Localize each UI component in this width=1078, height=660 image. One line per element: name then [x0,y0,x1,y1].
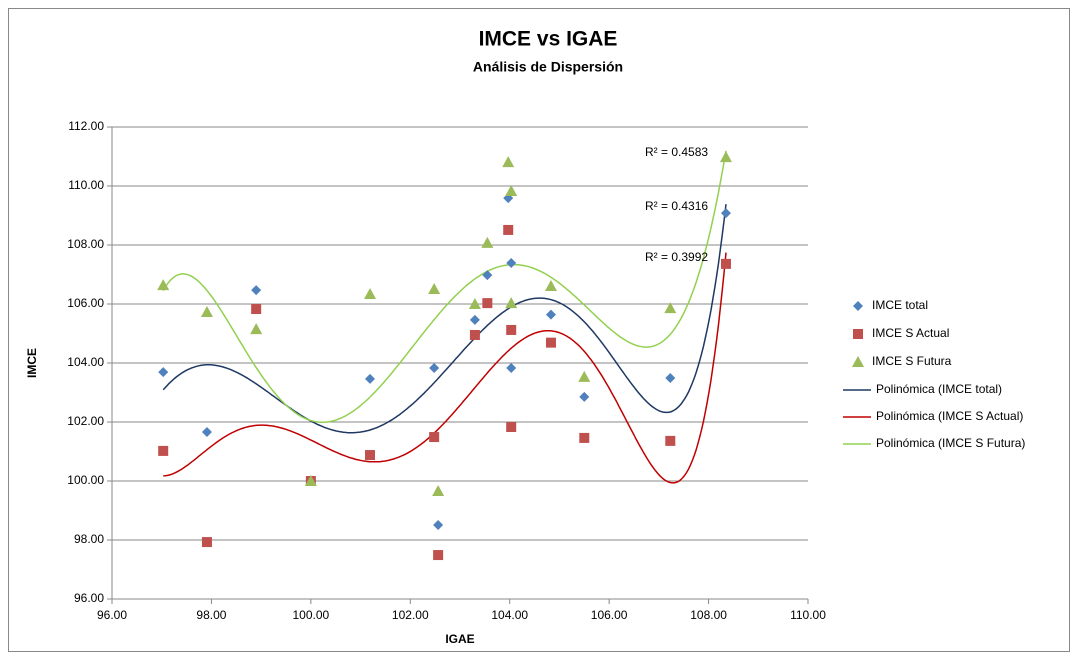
legend-marker [853,329,863,339]
r2-label: R² = 0.3992 [645,250,708,264]
point [720,258,731,269]
point [304,475,317,486]
x-tick-label: 100.00 [293,608,330,622]
point [506,363,517,374]
y-tick-label: 96.00 [74,591,104,605]
y-tick-label: 106.00 [67,296,104,310]
point [665,435,676,446]
point [506,324,517,335]
legend-label: IMCE S Actual [872,326,949,340]
legend-label: Polinómica (IMCE S Futura) [876,436,1025,450]
point [469,329,480,340]
point [250,323,263,335]
point [251,304,262,315]
point [251,285,262,296]
x-tick-label: 108.00 [690,608,727,622]
y-tick-label: 98.00 [74,532,104,546]
point [432,485,445,497]
point [545,337,556,348]
point [482,298,493,309]
point [578,370,591,382]
point [157,279,170,291]
point [429,432,440,443]
legend-label: IMCE total [872,298,928,312]
point [158,367,169,378]
point [201,537,212,548]
point [482,270,493,281]
point [665,373,676,384]
point [469,314,480,325]
y-tick-label: 102.00 [67,414,104,428]
trendline [162,204,727,434]
x-tick-label: 102.00 [392,608,429,622]
point [505,185,518,197]
point [468,298,481,309]
legend-label: Polinómica (IMCE total) [876,382,1002,396]
legend-label: IMCE S Futura [872,354,952,368]
legend-label: Polinómica (IMCE S Actual) [876,409,1023,423]
point [503,224,514,235]
point [506,257,517,268]
legend-marker [853,301,863,311]
point [719,151,732,163]
trendline [163,252,727,484]
r2-label: R² = 0.4583 [645,145,708,159]
y-tick-label: 100.00 [67,473,104,487]
point [544,280,557,292]
point [720,208,731,219]
y-tick-label: 104.00 [67,355,104,369]
x-axis-label: IGAE [445,632,474,646]
x-tick-label: 106.00 [591,608,628,622]
point [365,373,376,384]
point [200,305,213,317]
point [201,427,212,438]
y-tick-label: 108.00 [67,237,104,251]
x-tick-label: 98.00 [196,608,226,622]
x-tick-label: 96.00 [97,608,127,622]
point [579,432,590,443]
point [364,287,377,299]
point [502,156,515,168]
point [158,445,169,456]
chart-title: IMCE vs IGAE [479,28,618,51]
y-axis-label: IMCE [25,348,39,378]
y-tick-label: 110.00 [68,178,104,192]
point [365,450,376,461]
point [481,236,494,248]
point [664,302,677,314]
x-tick-label: 104.00 [491,608,528,622]
x-tick-label: 110.00 [790,608,826,622]
chart-border [8,8,1070,652]
r2-label: R² = 0.4316 [645,199,708,213]
point [429,363,440,374]
point [506,422,517,433]
y-tick-label: 112.00 [68,119,104,133]
point [428,282,441,294]
trendline [162,150,727,424]
point [545,309,556,320]
point [433,519,444,530]
point [505,297,518,309]
point [433,550,444,561]
chart-subtitle: Análisis de Dispersión [473,59,623,75]
point [579,391,590,402]
legend-marker [852,356,864,367]
